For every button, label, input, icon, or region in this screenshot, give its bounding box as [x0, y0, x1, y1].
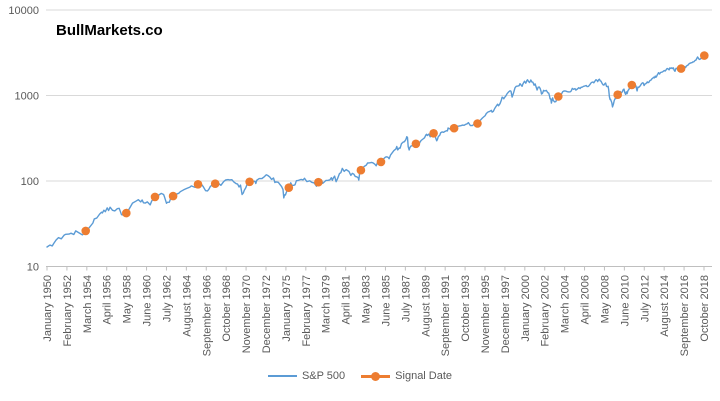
x-tick-label: January 1975 [281, 275, 293, 342]
x-tick-label: February 2002 [540, 275, 552, 347]
signal-date-marker [122, 208, 131, 218]
signal-date-marker [449, 123, 459, 133]
x-tick-label: November 1995 [480, 275, 492, 353]
x-tick-label: December 1997 [500, 275, 512, 353]
x-tick-label: July 1987 [400, 275, 412, 322]
legend-label-sp500: S&P 500 [301, 370, 346, 382]
legend-label-signal-date: Signal Date [395, 370, 453, 382]
x-tick-label: February 1952 [62, 275, 74, 347]
signal-date-marker [376, 157, 386, 167]
signal-date-marker [627, 80, 637, 90]
x-tick-label: October 1968 [221, 275, 233, 342]
x-tick-label: October 1993 [460, 275, 472, 342]
signal-date-marker [613, 90, 622, 99]
brand-title: BullMarkets.co [56, 22, 163, 39]
x-tick-label: September 2016 [679, 275, 691, 356]
legend-item-sp500: S&P 500 [267, 370, 346, 382]
signal-date-marker [81, 226, 90, 236]
signal-date-marker [210, 179, 220, 188]
signal-date-marker [700, 51, 709, 60]
signal-date-marker [168, 191, 178, 201]
signal-date-marker [193, 180, 203, 189]
x-tick-label: October 2018 [699, 275, 711, 342]
legend-item-signal-date: Signal Date [361, 370, 452, 382]
signal-date-marker [356, 165, 366, 175]
x-tick-label: April 1981 [341, 275, 353, 325]
signal-dot-icon [371, 371, 381, 381]
signal-date-marker [411, 139, 421, 149]
x-tick-label: June 2010 [619, 275, 631, 326]
chart-legend: S&P 500 Signal Date [0, 370, 720, 382]
signal-date-marker [676, 64, 686, 73]
x-tick-label: November 1970 [241, 275, 253, 353]
y-tick-label: 1000 [15, 91, 39, 103]
x-tick-label: May 1983 [361, 275, 373, 323]
x-tick-label: June 1960 [142, 275, 154, 326]
signal-date-marker [150, 192, 160, 202]
signal-date-marker [314, 177, 323, 187]
x-tick-label: August 2014 [659, 275, 671, 337]
signal-date-marker [245, 177, 254, 187]
y-tick-label: 10000 [8, 5, 39, 17]
y-tick-label: 10 [27, 262, 39, 274]
x-tick-label: January 1950 [42, 275, 54, 342]
x-tick-label: May 2008 [599, 275, 611, 323]
x-tick-label: March 1979 [321, 275, 333, 333]
x-tick-label: January 2000 [520, 275, 532, 342]
signal-date-marker [554, 92, 563, 101]
x-tick-label: April 1956 [102, 275, 114, 325]
x-tick-label: February 1977 [301, 275, 313, 347]
x-tick-label: September 1966 [201, 275, 213, 356]
x-tick-label: July 1962 [161, 275, 173, 322]
x-tick-label: March 2004 [560, 275, 572, 333]
signal-date-marker [473, 119, 482, 128]
x-tick-label: July 2012 [639, 275, 651, 322]
x-tick-label: March 1954 [82, 275, 94, 333]
signal-line-swatch-icon [361, 371, 391, 381]
sp500-line-swatch-icon [267, 375, 297, 377]
x-tick-label: June 1985 [380, 275, 392, 326]
x-tick-label: May 1958 [122, 275, 134, 323]
x-tick-label: December 1972 [261, 275, 273, 353]
signal-date-marker [284, 183, 294, 192]
y-tick-label: 100 [21, 176, 39, 188]
x-tick-label: April 2006 [580, 275, 592, 325]
sp500-price-line [46, 54, 705, 248]
x-tick-label: August 1989 [420, 275, 432, 337]
x-tick-label: September 1991 [440, 275, 452, 356]
x-tick-label: August 1964 [181, 275, 193, 337]
signal-date-marker [429, 129, 438, 138]
